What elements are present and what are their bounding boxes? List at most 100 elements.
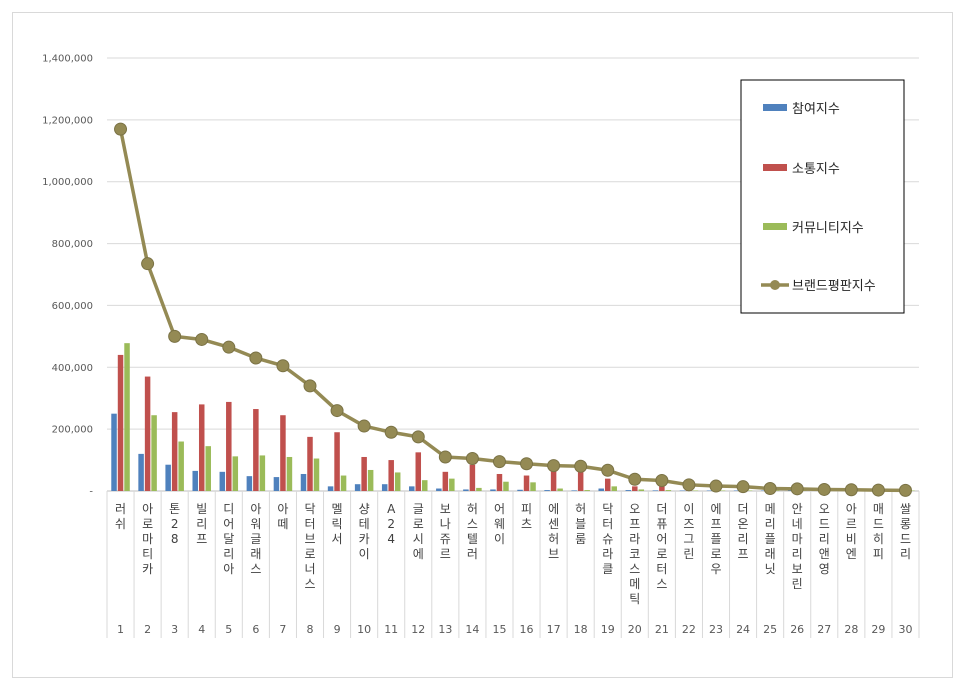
- line-marker-point: [330, 404, 344, 418]
- rank-number: 23: [709, 623, 723, 636]
- line-marker-point: [276, 359, 290, 373]
- line-marker-point: [357, 419, 371, 433]
- rank-number: 10: [357, 623, 371, 636]
- bar-커뮤니티지수: [611, 486, 617, 491]
- rank-number: 1: [117, 623, 124, 636]
- line-marker-point: [547, 459, 561, 473]
- bar-참여지수: [138, 453, 144, 491]
- rank-number: 18: [574, 623, 588, 636]
- bar-참여지수: [354, 484, 361, 491]
- line-marker-point: [817, 482, 831, 496]
- line-marker-point: [168, 329, 182, 343]
- y-gridlines: [107, 57, 919, 430]
- legend-label: 커뮤니티지수: [792, 221, 864, 236]
- bar-소통지수: [496, 473, 503, 491]
- bar-커뮤니티지수: [286, 456, 293, 491]
- line-marker-point: [709, 479, 723, 493]
- line-marker-point: [763, 482, 777, 496]
- rank-number: 19: [601, 623, 615, 636]
- y-tick-label: 200,000: [52, 425, 93, 436]
- bar-소통지수: [469, 464, 476, 491]
- bar-커뮤니티지수: [205, 446, 211, 491]
- bar-커뮤니티지수: [476, 487, 482, 491]
- line-marker-point: [384, 425, 398, 439]
- brand-reputation-chart: - 200,000 400,000 600,000 800,000 1,000,000 1,…: [42, 54, 920, 638]
- bar-커뮤니티지수: [557, 488, 563, 491]
- bar-커뮤니티지수: [692, 490, 699, 491]
- bar-소통지수: [226, 401, 232, 491]
- rank-number: 20: [628, 623, 642, 636]
- bar-참여지수: [733, 490, 740, 491]
- rank-number: 5: [225, 623, 232, 636]
- x-category-labels: 러 쉬 아 로 마 티 카 톤 2 8 빌 리 프 디 어 달 리 아 아 워 글 래 스 아 떼 닥 터 브 로 너 스 멜 릭 서 샹 테 카 이 A 2…: [115, 502, 911, 606]
- bar-소통지수: [604, 478, 611, 491]
- bar-커뮤니티지수: [422, 480, 428, 491]
- rank-number: 9: [334, 623, 341, 636]
- rank-number: 28: [844, 623, 858, 636]
- rank-number: 3: [171, 623, 178, 636]
- line-marker-point: [682, 478, 696, 492]
- bar-소통지수: [171, 412, 178, 491]
- bar-참여지수: [165, 464, 171, 491]
- bar-커뮤니티지수: [584, 490, 590, 491]
- line-marker-point: [520, 457, 534, 471]
- rank-number: 27: [817, 623, 831, 636]
- rank-number: 12: [411, 623, 425, 636]
- category-table: [106, 490, 920, 638]
- bar-소통지수: [415, 452, 422, 491]
- legend-box: [740, 79, 905, 314]
- bar-소통지수: [198, 404, 205, 491]
- bar-소통지수: [280, 415, 286, 491]
- bar-참여지수: [273, 477, 280, 491]
- line-marker-point: [303, 379, 317, 393]
- line-marker-point: [141, 257, 155, 271]
- bar-참여지수: [760, 490, 767, 491]
- y-tick-label: 400,000: [52, 363, 93, 374]
- bar-커뮤니티지수: [394, 472, 401, 491]
- line-marker-point: [601, 463, 615, 477]
- y-tick-label: 600,000: [52, 301, 93, 312]
- bar-참여지수: [517, 489, 523, 491]
- line-marker-point: [465, 452, 479, 466]
- bar-소통지수: [334, 432, 340, 491]
- bar-커뮤니티지수: [503, 481, 509, 491]
- bar-커뮤니티지수: [340, 475, 347, 491]
- rank-number: 16: [520, 623, 534, 636]
- bar-소통지수: [144, 376, 151, 491]
- legend-swatch: [763, 104, 787, 111]
- bar-커뮤니티지수: [773, 490, 780, 491]
- bar-참여지수: [300, 473, 307, 491]
- legend-swatch: [763, 164, 787, 171]
- legend-label: 참여지수: [792, 102, 840, 117]
- bar-소통지수: [307, 436, 313, 491]
- rank-number: 7: [279, 623, 286, 636]
- rank-number: 8: [307, 623, 314, 636]
- bar-커뮤니티지수: [800, 490, 807, 491]
- bar-참여지수: [652, 490, 659, 491]
- rank-number: 2: [144, 623, 151, 636]
- bar-참여지수: [787, 490, 794, 491]
- line-marker-point: [222, 340, 236, 354]
- bar-커뮤니티지수: [719, 490, 726, 491]
- bar-커뮤니티지수: [449, 478, 455, 491]
- bar-참여지수: [111, 413, 117, 491]
- bar-커뮤니티지수: [367, 469, 374, 491]
- bar-커뮤니티지수: [178, 441, 184, 491]
- bar-커뮤니티지수: [151, 415, 157, 491]
- bar-참여지수: [436, 488, 442, 491]
